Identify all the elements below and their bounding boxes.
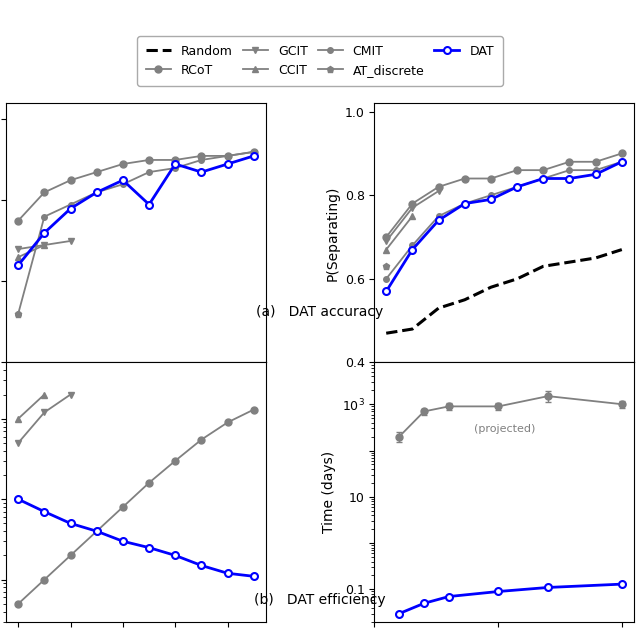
Text: (b)   DAT efficiency: (b) DAT efficiency xyxy=(254,593,386,607)
Text: (projected): (projected) xyxy=(474,424,535,434)
Text: (a)   DAT accuracy: (a) DAT accuracy xyxy=(257,305,383,318)
Y-axis label: Time (days): Time (days) xyxy=(323,451,336,533)
X-axis label: M: M xyxy=(498,391,510,405)
Y-axis label: P(Separating): P(Separating) xyxy=(325,185,339,281)
Legend: Random, RCoT, GCIT, CCIT, CMIT, AT_discrete, DAT: Random, RCoT, GCIT, CCIT, CMIT, AT_discr… xyxy=(137,36,503,86)
X-axis label: M: M xyxy=(130,391,142,405)
